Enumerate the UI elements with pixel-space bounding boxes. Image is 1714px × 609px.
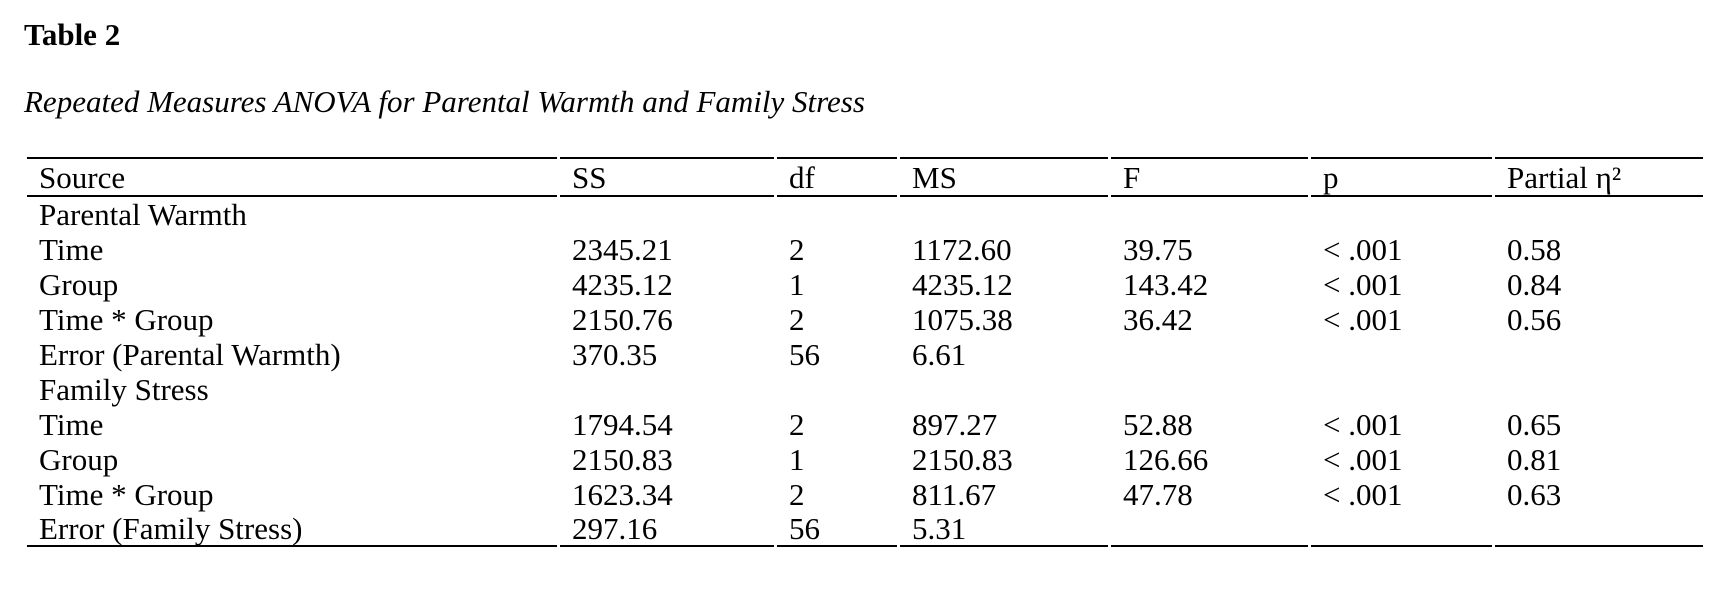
cell-f: 52.88 [1123,407,1193,442]
cell-partial-eta: 0.81 [1507,442,1562,477]
cell-source: Group [39,267,119,302]
table-row-section-parental-warmth: Parental Warmth [27,197,1703,232]
table-row-error-family-stress: Error (Family Stress) 297.16 56 5.31 [27,512,1703,547]
cell-source: Family Stress [39,372,209,407]
cell-f [1111,197,1308,232]
cell-ms: 811.67 [912,477,997,512]
cell-p [1311,337,1492,372]
column-header-source: Source [27,157,557,197]
column-header-df: df [777,157,897,197]
cell-partial-eta [1495,197,1703,232]
cell-ms: 1172.60 [912,232,1012,267]
cell-partial-eta: 0.58 [1507,232,1562,267]
anova-table: Source SS df MS F p Partial η² Parental … [24,157,1706,547]
cell-ss: 297.16 [560,512,774,547]
table-row: Time * Group 1623.34 2 811.67 47.78 < .0… [27,477,1703,512]
cell-f [1111,337,1308,372]
cell-ss [560,197,774,232]
cell-ss [560,372,774,407]
cell-p: < .001 [1323,232,1403,267]
cell-p [1311,197,1492,232]
cell-df: 2 [789,232,805,267]
table-label: Table 2 [24,17,121,52]
cell-ss: 4235.12 [572,267,673,302]
cell-df: 1 [789,267,805,302]
cell-partial-eta [1495,337,1703,372]
table-row: Group 4235.12 1 4235.12 143.42 < .001 0.… [27,267,1703,302]
cell-ss: 2150.83 [572,442,673,477]
cell-f: 143.42 [1123,267,1209,302]
cell-source: Time [39,407,104,442]
cell-p: < .001 [1323,477,1403,512]
cell-df: 56 [789,337,820,372]
column-header-partial-eta: Partial η² [1495,157,1703,197]
cell-partial-eta: 0.84 [1507,267,1562,302]
cell-source: Error (Family Stress) [27,512,557,547]
cell-ms: 1075.38 [912,302,1013,337]
cell-ms: 897.27 [912,407,998,442]
cell-ss: 370.35 [572,337,658,372]
cell-ms: 5.31 [900,512,1108,547]
cell-source: Time * Group [39,302,214,337]
cell-ss: 1794.54 [572,407,673,442]
cell-source: Group [39,442,119,477]
cell-f [1111,512,1308,547]
cell-partial-eta [1495,512,1703,547]
cell-p: < .001 [1323,442,1403,477]
cell-ms: 2150.83 [912,442,1013,477]
table-row: Time * Group 2150.76 2 1075.38 36.42 < .… [27,302,1703,337]
cell-p [1311,512,1492,547]
cell-ss: 1623.34 [572,477,673,512]
table-row-section-family-stress: Family Stress [27,372,1703,407]
cell-ms [900,372,1108,407]
cell-ss: 2345.21 [572,232,673,267]
cell-source: Time * Group [39,477,214,512]
cell-source: Time [39,232,104,267]
cell-source: Error (Parental Warmth) [39,337,341,372]
cell-df: 56 [777,512,897,547]
cell-f: 126.66 [1123,442,1209,477]
cell-partial-eta: 0.63 [1507,477,1562,512]
cell-source: Parental Warmth [39,197,247,232]
cell-df: 2 [789,477,805,512]
cell-p: < .001 [1323,407,1403,442]
cell-ms: 6.61 [912,337,967,372]
header-row: Source SS df MS F p Partial η² [27,157,1703,197]
cell-p [1311,372,1492,407]
column-header-p: p [1311,157,1492,197]
cell-df: 2 [789,302,805,337]
cell-f: 36.42 [1123,302,1193,337]
cell-partial-eta: 0.56 [1507,302,1562,337]
table-row: Time 2345.21 2 1172.60 39.75 < .001 0.58 [27,232,1703,267]
cell-f: 39.75 [1123,232,1193,267]
cell-f: 47.78 [1123,477,1193,512]
column-header-f: F [1111,157,1308,197]
column-header-ss: SS [560,157,774,197]
cell-ms: 4235.12 [912,267,1013,302]
cell-df: 2 [789,407,805,442]
cell-p: < .001 [1323,267,1403,302]
column-header-ms: MS [900,157,1108,197]
cell-partial-eta: 0.65 [1507,407,1562,442]
cell-df: 1 [789,442,805,477]
cell-ss: 2150.76 [572,302,673,337]
cell-df [777,197,897,232]
table-row: Time 1794.54 2 897.27 52.88 < .001 0.65 [27,407,1703,442]
cell-df [777,372,897,407]
cell-p: < .001 [1323,302,1403,337]
table-row: Group 2150.83 1 2150.83 126.66 < .001 0.… [27,442,1703,477]
cell-f [1111,372,1308,407]
cell-partial-eta [1495,372,1703,407]
cell-ms [900,197,1108,232]
table-row-error-parental-warmth: Error (Parental Warmth) 370.35 56 6.61 [27,337,1703,372]
table-title: Repeated Measures ANOVA for Parental War… [24,84,865,119]
